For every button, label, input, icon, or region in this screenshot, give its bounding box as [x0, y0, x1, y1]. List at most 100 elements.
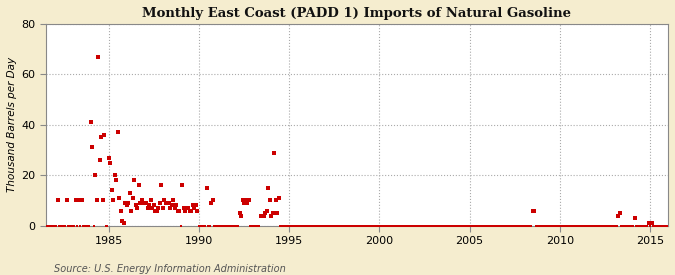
- Point: [155, 201, 165, 205]
- Point: [65, 224, 76, 228]
- Point: [210, 224, 221, 228]
- Point: [195, 224, 206, 228]
- Point: [433, 224, 443, 228]
- Point: [495, 224, 506, 228]
- Point: [303, 224, 314, 228]
- Point: [36, 224, 47, 228]
- Point: [123, 201, 134, 205]
- Point: [437, 224, 448, 228]
- Point: [188, 203, 198, 208]
- Point: [622, 224, 633, 228]
- Point: [547, 224, 558, 228]
- Point: [425, 224, 436, 228]
- Point: [414, 224, 425, 228]
- Point: [500, 224, 511, 228]
- Point: [591, 224, 601, 228]
- Point: [167, 203, 178, 208]
- Point: [292, 224, 302, 228]
- Point: [435, 224, 446, 228]
- Point: [457, 224, 468, 228]
- Point: [95, 158, 105, 162]
- Point: [68, 224, 78, 228]
- Point: [520, 224, 531, 228]
- Point: [618, 224, 628, 228]
- Point: [375, 224, 386, 228]
- Point: [373, 224, 383, 228]
- Text: Source: U.S. Energy Information Administration: Source: U.S. Energy Information Administ…: [54, 264, 286, 274]
- Point: [467, 224, 478, 228]
- Point: [391, 224, 402, 228]
- Point: [128, 196, 138, 200]
- Point: [365, 224, 376, 228]
- Point: [72, 224, 82, 228]
- Point: [225, 224, 236, 228]
- Point: [620, 224, 631, 228]
- Point: [422, 224, 433, 228]
- Point: [661, 224, 672, 228]
- Point: [404, 224, 415, 228]
- Point: [410, 224, 421, 228]
- Point: [269, 150, 279, 155]
- Point: [642, 224, 653, 228]
- Point: [502, 224, 512, 228]
- Point: [99, 133, 109, 137]
- Point: [628, 224, 639, 228]
- Point: [440, 224, 451, 228]
- Point: [108, 198, 119, 203]
- Point: [421, 224, 431, 228]
- Point: [124, 191, 135, 195]
- Point: [327, 224, 338, 228]
- Point: [118, 221, 129, 225]
- Point: [171, 203, 182, 208]
- Point: [512, 224, 523, 228]
- Point: [572, 224, 583, 228]
- Point: [571, 224, 582, 228]
- Point: [182, 206, 192, 210]
- Point: [179, 206, 190, 210]
- Point: [222, 224, 233, 228]
- Point: [153, 206, 164, 210]
- Point: [626, 224, 637, 228]
- Point: [544, 224, 555, 228]
- Point: [508, 224, 518, 228]
- Point: [412, 224, 423, 228]
- Point: [252, 224, 263, 228]
- Point: [597, 224, 608, 228]
- Point: [587, 224, 598, 228]
- Point: [356, 224, 367, 228]
- Point: [374, 224, 385, 228]
- Point: [37, 224, 48, 228]
- Title: Monthly East Coast (PADD 1) Imports of Natural Gasoline: Monthly East Coast (PADD 1) Imports of N…: [142, 7, 571, 20]
- Point: [215, 224, 225, 228]
- Point: [533, 224, 544, 228]
- Point: [246, 224, 257, 228]
- Point: [314, 224, 325, 228]
- Point: [85, 120, 96, 125]
- Point: [614, 211, 625, 215]
- Point: [91, 198, 102, 203]
- Point: [129, 178, 140, 182]
- Point: [340, 224, 350, 228]
- Point: [332, 224, 343, 228]
- Point: [637, 224, 648, 228]
- Point: [368, 224, 379, 228]
- Point: [237, 198, 248, 203]
- Point: [482, 224, 493, 228]
- Point: [452, 224, 463, 228]
- Point: [358, 224, 369, 228]
- Point: [76, 198, 87, 203]
- Point: [631, 224, 642, 228]
- Point: [609, 224, 620, 228]
- Point: [196, 224, 207, 228]
- Point: [493, 224, 504, 228]
- Point: [317, 224, 327, 228]
- Point: [576, 224, 587, 228]
- Point: [577, 224, 588, 228]
- Point: [248, 224, 259, 228]
- Point: [256, 213, 267, 218]
- Point: [87, 145, 98, 150]
- Point: [52, 198, 63, 203]
- Point: [260, 211, 271, 215]
- Point: [31, 224, 42, 228]
- Point: [441, 224, 452, 228]
